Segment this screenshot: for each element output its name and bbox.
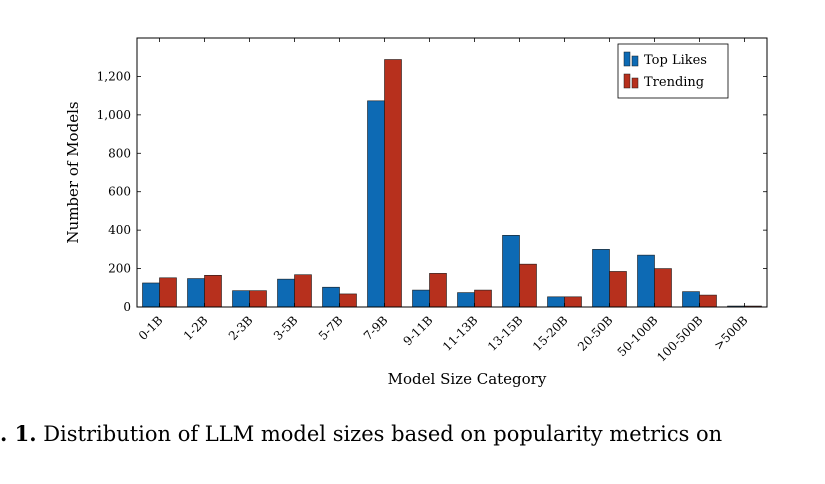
caption-text: Distribution of LLM model sizes based on… bbox=[36, 422, 723, 446]
x-tick-label-8: 13-15B bbox=[485, 313, 526, 354]
bar-trending-2 bbox=[249, 290, 267, 308]
x-tick-label-13: >500B bbox=[711, 313, 751, 353]
ticks-group bbox=[137, 38, 767, 308]
bar-top-likes-12 bbox=[682, 291, 700, 308]
bar-chart: 0-1B 1-2B 2-3B 3-5B 5-7B 7-9B 9-11B 11-13B 13-15… bbox=[64, 37, 768, 388]
bar-top-likes-9 bbox=[547, 296, 565, 308]
bar-trending-12 bbox=[699, 294, 717, 308]
bar-top-likes-0 bbox=[142, 282, 160, 308]
y-tick-label-0: 0 bbox=[123, 300, 131, 314]
y-tick-label-5: 1,000 bbox=[97, 108, 131, 122]
y-axis-label: Number of Models bbox=[64, 101, 82, 243]
x-tick-label-7: 11-13B bbox=[440, 313, 481, 354]
bar-top-likes-11 bbox=[637, 254, 655, 308]
legend-label-0: Top Likes bbox=[644, 53, 707, 68]
legend-swatch-1-a bbox=[623, 73, 631, 89]
y-tick-label-3: 600 bbox=[108, 185, 131, 199]
x-tick-label-11: 50-100B bbox=[615, 313, 661, 359]
plot-frame bbox=[136, 37, 768, 308]
labels-group: 0-1B 1-2B 2-3B 3-5B 5-7B 7-9B 9-11B 11-13B 13-15… bbox=[97, 69, 751, 364]
bar-trending-8 bbox=[519, 263, 537, 308]
bar-trending-7 bbox=[474, 289, 492, 308]
caption-label: . 1. bbox=[0, 421, 37, 446]
legend: Top Likes Trending bbox=[617, 43, 729, 99]
x-tick-label-10: 20-50B bbox=[575, 313, 616, 354]
legend-swatch-1-b bbox=[631, 77, 639, 89]
bar-top-likes-10 bbox=[592, 249, 610, 308]
figure-caption: . 1. Distribution of LLM model sizes bas… bbox=[0, 421, 825, 461]
x-tick-label-2: 2-3B bbox=[226, 313, 256, 343]
bar-trending-1 bbox=[204, 274, 222, 308]
y-tick-label-6: 1,200 bbox=[97, 69, 131, 83]
legend-swatch-0-a bbox=[623, 51, 631, 67]
legend-swatch-0-b bbox=[631, 55, 639, 67]
bar-trending-4 bbox=[339, 293, 357, 308]
bar-trending-11 bbox=[654, 268, 672, 308]
bar-trending-6 bbox=[429, 273, 447, 308]
x-tick-label-0: 0-1B bbox=[136, 313, 166, 343]
bar-top-likes-4 bbox=[322, 286, 340, 308]
x-tick-label-6: 9-11B bbox=[400, 313, 435, 348]
legend-box bbox=[617, 43, 729, 99]
legend-label-1: Trending bbox=[644, 75, 704, 90]
bar-trending-9 bbox=[564, 296, 582, 308]
y-tick-label-1: 200 bbox=[108, 262, 131, 276]
y-tick-label-4: 800 bbox=[108, 146, 131, 160]
bar-trending-10 bbox=[609, 271, 627, 308]
bar-top-likes-7 bbox=[457, 292, 475, 308]
x-tick-label-12: 100-500B bbox=[654, 313, 706, 365]
bar-top-likes-5 bbox=[367, 100, 385, 308]
bar-top-likes-8 bbox=[502, 235, 520, 308]
x-tick-label-4: 5-7B bbox=[316, 313, 346, 343]
bars-group bbox=[142, 59, 762, 308]
x-tick-label-3: 3-5B bbox=[271, 313, 301, 343]
bar-trending-3 bbox=[294, 274, 312, 308]
x-tick-label-5: 7-9B bbox=[361, 313, 391, 343]
y-tick-label-2: 400 bbox=[108, 223, 131, 237]
x-tick-label-1: 1-2B bbox=[181, 313, 211, 343]
bar-top-likes-6 bbox=[412, 289, 430, 308]
bar-top-likes-2 bbox=[232, 290, 250, 308]
bar-top-likes-1 bbox=[187, 278, 205, 308]
bar-trending-0 bbox=[159, 277, 177, 308]
bar-top-likes-3 bbox=[277, 278, 295, 308]
bar-trending-5 bbox=[384, 59, 402, 308]
x-tick-label-9: 15-20B bbox=[530, 313, 571, 354]
x-axis-label: Model Size Category bbox=[388, 370, 547, 388]
